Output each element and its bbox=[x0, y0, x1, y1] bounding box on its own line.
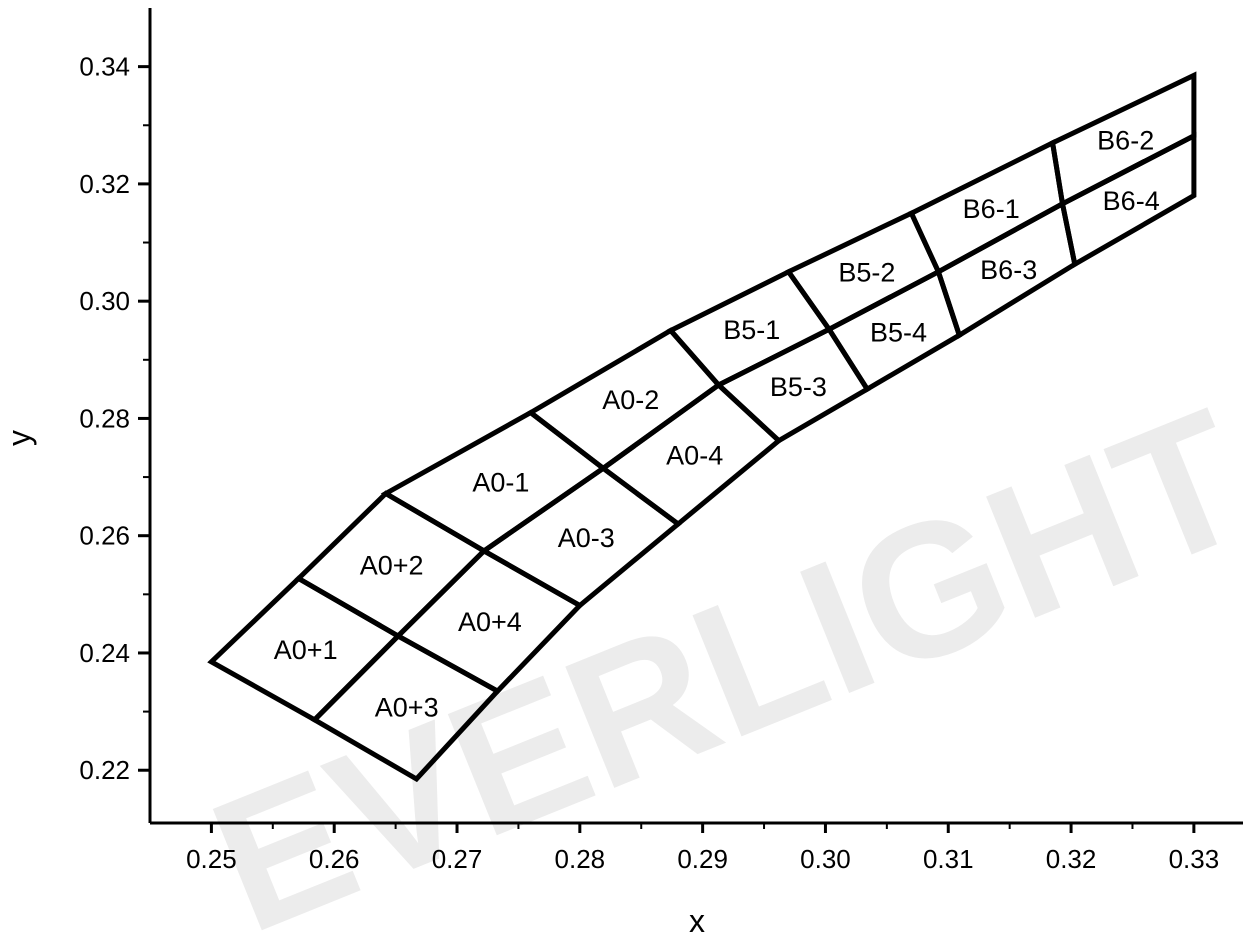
y-tick-label: 0.24 bbox=[79, 638, 130, 668]
region-label: B5-3 bbox=[770, 372, 827, 402]
y-tick-label: 0.28 bbox=[79, 403, 130, 433]
region-label: B5-1 bbox=[723, 315, 780, 345]
region-label: B6-1 bbox=[963, 194, 1020, 224]
x-tick-label: 0.30 bbox=[800, 844, 851, 874]
region-label: A0-1 bbox=[472, 467, 529, 497]
region-label: A0+1 bbox=[274, 635, 338, 665]
y-tick-label: 0.34 bbox=[79, 52, 130, 82]
region-label: A0-3 bbox=[558, 523, 615, 553]
x-axis-title: x bbox=[689, 903, 705, 939]
region-label: B5-2 bbox=[838, 258, 895, 288]
region-label: B6-2 bbox=[1097, 126, 1154, 156]
x-tick-label: 0.28 bbox=[555, 844, 606, 874]
y-tick-label: 0.32 bbox=[79, 169, 130, 199]
region-label: A0-4 bbox=[666, 441, 723, 471]
x-tick-label: 0.31 bbox=[923, 844, 974, 874]
x-tick-label: 0.27 bbox=[432, 844, 483, 874]
x-tick-label: 0.32 bbox=[1046, 844, 1097, 874]
axes: 0.25 0.26 0.27 0.28 0.29 0.30 0.31 0.32 0.33 0.22… bbox=[79, 8, 1243, 874]
x-tick-label: 0.33 bbox=[1169, 844, 1220, 874]
region-layer: A0+1 A0+2 A0+3 A0+4 A0-1 A0-2 A0-3 A0-4 B5-1 B5-2… bbox=[207, 71, 1197, 783]
y-axis-title: y bbox=[1, 430, 37, 446]
region-label: A0+4 bbox=[458, 607, 522, 637]
region-label: A0+3 bbox=[375, 693, 439, 723]
region-label: A0+2 bbox=[360, 551, 424, 581]
region-label: B5-4 bbox=[870, 317, 927, 347]
region-label: A0-2 bbox=[602, 385, 659, 415]
x-tick-label: 0.29 bbox=[677, 844, 728, 874]
y-tick-label: 0.26 bbox=[79, 521, 130, 551]
region-label: B6-4 bbox=[1103, 186, 1160, 216]
y-tick-label: 0.22 bbox=[79, 755, 130, 785]
x-tick-label: 0.25 bbox=[186, 844, 237, 874]
x-tick-label: 0.26 bbox=[309, 844, 360, 874]
y-tick-label: 0.30 bbox=[79, 286, 130, 316]
region-label: B6-3 bbox=[980, 255, 1037, 285]
region-b6-4 bbox=[1059, 131, 1197, 269]
